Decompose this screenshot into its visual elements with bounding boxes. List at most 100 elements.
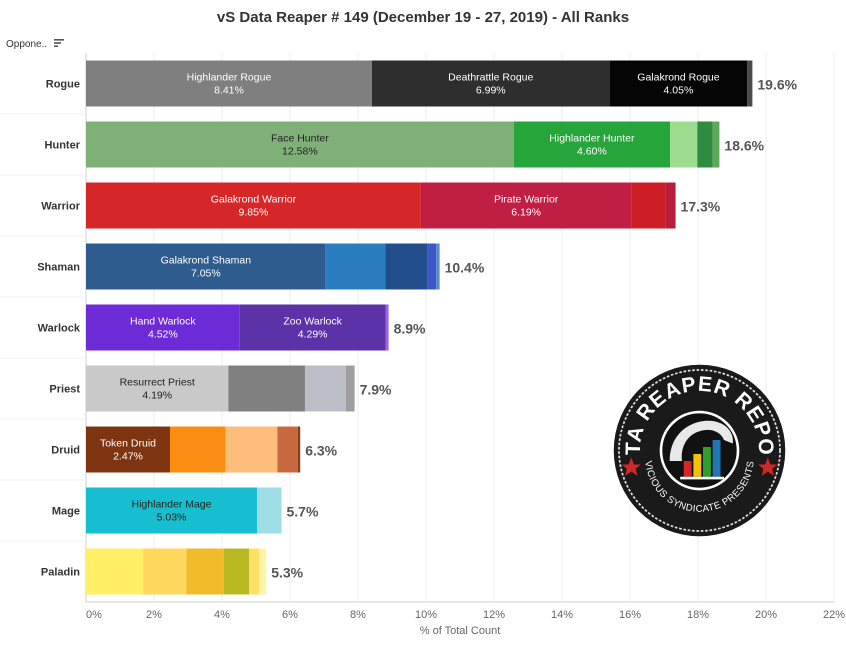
bar-row-paladin: Paladin 5.3% xyxy=(41,548,304,595)
bar-segment[interactable] xyxy=(86,426,170,473)
bar-segment[interactable] xyxy=(186,548,224,595)
x-tick-label: 14% xyxy=(551,609,573,621)
total-label: 18.6% xyxy=(724,138,764,154)
bar-segment[interactable] xyxy=(259,548,267,595)
segment-label: Highlander Rogue xyxy=(187,72,272,84)
x-axis: 0% 2% 4% 6% 8% 10% 12% 14% 16% 18% 20% 22% % of Tota… xyxy=(86,609,845,637)
segment-label: Galakrond Rogue xyxy=(637,72,719,84)
bar-segment[interactable] xyxy=(86,182,421,229)
row-header-label[interactable]: Oppone.. xyxy=(6,39,48,50)
bar-segment[interactable] xyxy=(86,243,326,290)
x-tick-label: 20% xyxy=(755,609,777,621)
total-label: 6.3% xyxy=(305,443,337,459)
class-label: Warlock xyxy=(38,323,81,335)
x-tick-label: 0% xyxy=(86,609,102,621)
bar-segment[interactable] xyxy=(86,121,514,168)
bar-segment[interactable] xyxy=(86,487,258,534)
bar-segment[interactable] xyxy=(631,182,666,229)
bar-segment[interactable] xyxy=(86,304,240,351)
class-label: Druid xyxy=(51,445,80,457)
x-tick-label: 2% xyxy=(146,609,162,621)
segment-value-label: 8.41% xyxy=(214,85,244,97)
segment-value-label: 6.99% xyxy=(476,85,506,97)
bar-segment[interactable] xyxy=(239,304,386,351)
segment-value-label: 5.03% xyxy=(157,512,187,524)
x-tick-label: 12% xyxy=(483,609,505,621)
segment-label: Hand Warlock xyxy=(130,316,196,328)
x-tick-label: 4% xyxy=(214,609,230,621)
segment-value-label: 9.85% xyxy=(239,207,269,219)
bar-segment[interactable] xyxy=(257,487,282,534)
bar-segment[interactable] xyxy=(304,365,346,412)
x-tick-label: 22% xyxy=(823,609,845,621)
x-tick-label: 18% xyxy=(687,609,709,621)
class-label: Warrior xyxy=(41,201,80,213)
bar-segment[interactable] xyxy=(712,121,720,168)
data-reaper-report-logo: DATA REAPER REPORT VICIOUS SYNDICATE PRE… xyxy=(612,363,786,537)
class-label: Paladin xyxy=(41,567,80,579)
bar-segment[interactable] xyxy=(697,121,713,168)
class-label: Hunter xyxy=(45,140,81,152)
segment-value-label: 4.05% xyxy=(664,85,694,97)
total-label: 10.4% xyxy=(445,260,485,276)
bar-segment[interactable] xyxy=(385,304,389,351)
bar-segment[interactable] xyxy=(747,60,753,107)
segment-label: Zoo Warlock xyxy=(283,316,342,328)
segment-value-label: 7.05% xyxy=(191,268,221,280)
bar-segment[interactable] xyxy=(420,182,632,229)
bar-segment[interactable] xyxy=(249,548,260,595)
segment-value-label: 4.19% xyxy=(142,390,172,402)
segment-value-label: 12.58% xyxy=(282,146,318,158)
bar-segment[interactable] xyxy=(86,60,372,107)
bar-segment[interactable] xyxy=(385,243,428,290)
class-label: Mage xyxy=(52,506,80,518)
x-tick-label: 10% xyxy=(415,609,437,621)
bar-segment[interactable] xyxy=(228,365,305,412)
bar-segment[interactable] xyxy=(325,243,386,290)
bar-segment[interactable] xyxy=(277,426,298,473)
class-label: Rogue xyxy=(46,79,80,91)
bar-segment[interactable] xyxy=(169,426,226,473)
bar-segment[interactable] xyxy=(513,121,671,168)
bar-segment[interactable] xyxy=(143,548,187,595)
bar-segment[interactable] xyxy=(345,365,355,412)
segment-label: Highlander Mage xyxy=(132,499,212,511)
bar-segment[interactable] xyxy=(665,182,676,229)
sort-icon[interactable] xyxy=(54,38,64,48)
bar-segment[interactable] xyxy=(371,60,610,107)
segment-label: Token Druid xyxy=(100,438,156,450)
total-label: 5.3% xyxy=(271,565,303,581)
bar-segment[interactable] xyxy=(86,548,144,595)
segment-label: Face Hunter xyxy=(271,133,329,145)
bar-segment[interactable] xyxy=(436,243,440,290)
bar-segment[interactable] xyxy=(225,426,278,473)
class-label: Shaman xyxy=(37,262,80,274)
total-label: 8.9% xyxy=(394,321,426,337)
total-label: 5.7% xyxy=(287,504,319,520)
x-tick-label: 16% xyxy=(619,609,641,621)
total-label: 19.6% xyxy=(757,77,797,93)
segment-value-label: 6.19% xyxy=(511,207,541,219)
bar-segment[interactable] xyxy=(609,60,748,107)
segment-label: Pirate Warrior xyxy=(494,194,559,206)
bar-segment[interactable] xyxy=(223,548,250,595)
segment-label: Deathrattle Rogue xyxy=(448,72,533,84)
x-tick-label: 6% xyxy=(282,609,298,621)
x-tick-label: 8% xyxy=(350,609,366,621)
bar-segment[interactable] xyxy=(86,365,229,412)
segment-value-label: 2.47% xyxy=(113,451,143,463)
bar-segment[interactable] xyxy=(427,243,437,290)
segment-label: Galakrond Warrior xyxy=(211,194,297,206)
bar-segment[interactable] xyxy=(297,426,301,473)
segment-label: Resurrect Priest xyxy=(120,377,195,389)
segment-value-label: 4.52% xyxy=(148,329,178,341)
bar-segment[interactable] xyxy=(670,121,698,168)
